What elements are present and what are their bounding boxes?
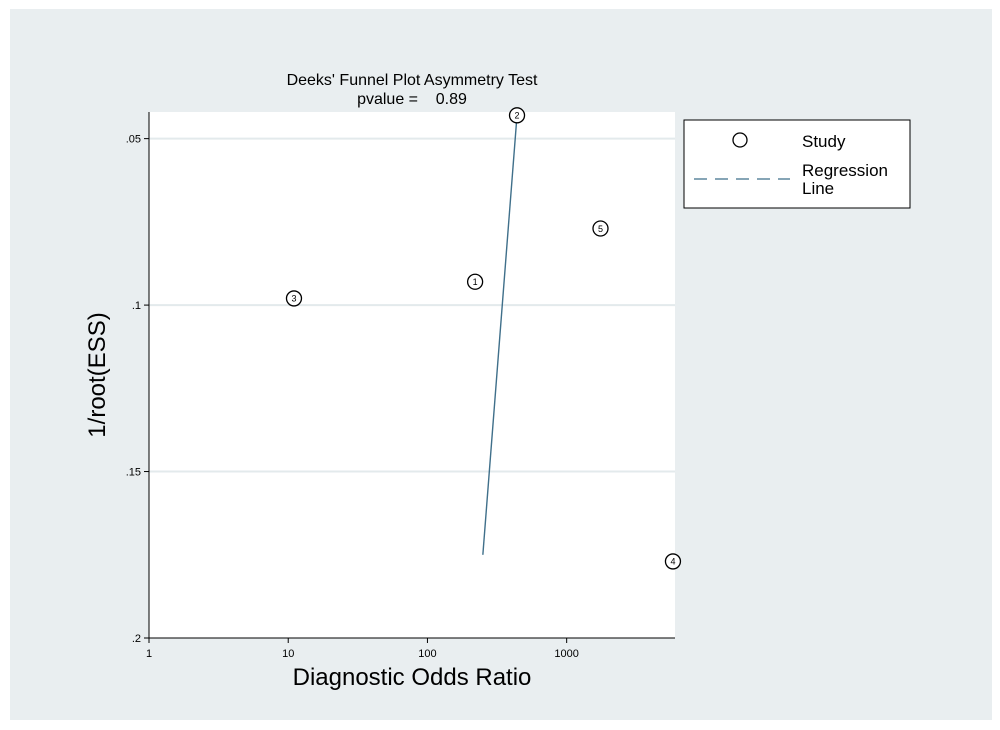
y-axis-ticks: .05 .1 .15 .2 [126,134,149,645]
y-tick-label: .2 [132,633,141,645]
y-axis-title: 1/root(ESS) [84,312,111,437]
x-tick-label: 100 [418,648,436,660]
y-tick-label: .05 [126,134,141,146]
x-axis-title: Diagnostic Odds Ratio [293,664,532,691]
x-axis-ticks: 1 10 100 1000 [146,638,579,660]
regression-line [482,115,518,555]
legend-circle-icon [732,132,748,148]
study-point-2 [508,107,526,124]
study-point-label: 4 [670,557,675,567]
study-point-5 [592,220,609,237]
study-point-label: 5 [598,224,603,234]
study-point-label: 2 [515,111,520,121]
x-tick-label: 1 [146,648,152,660]
chart-title: Deeks' Funnel Plot Asymmetry Test [287,72,538,89]
study-points-layer: 1 2 3 4 5 [285,107,682,570]
x-tick-label: 1000 [554,648,578,660]
plot-area [149,112,675,638]
chart-background: 1 10 100 1000 .05 .1 .15 .2 1 2 3 4 5 Deeks' Funne… [10,9,992,720]
study-point-1 [466,273,484,290]
legend-label-regression-line2: Line [802,179,834,198]
funnel-plot-chart: 1 10 100 1000 .05 .1 .15 .2 1 2 3 4 5 Deeks' Funne… [84,72,911,691]
x-tick-label: 10 [282,648,294,660]
y-tick-label: .15 [126,467,141,479]
grid-lines [149,137,675,473]
y-tick-label: .1 [132,300,141,312]
study-point-3 [285,290,303,307]
study-point-4 [664,553,682,570]
study-point-label: 1 [473,277,478,287]
regression-line-layer [482,115,518,555]
study-point-label: 3 [291,294,296,304]
legend: Study Regression Line [683,119,911,209]
legend-label-regression-line1: Regression [802,161,888,180]
legend-box [683,119,911,209]
legend-label-study: Study [802,132,846,151]
chart-subtitle: pvalue = 0.89 [357,91,467,108]
